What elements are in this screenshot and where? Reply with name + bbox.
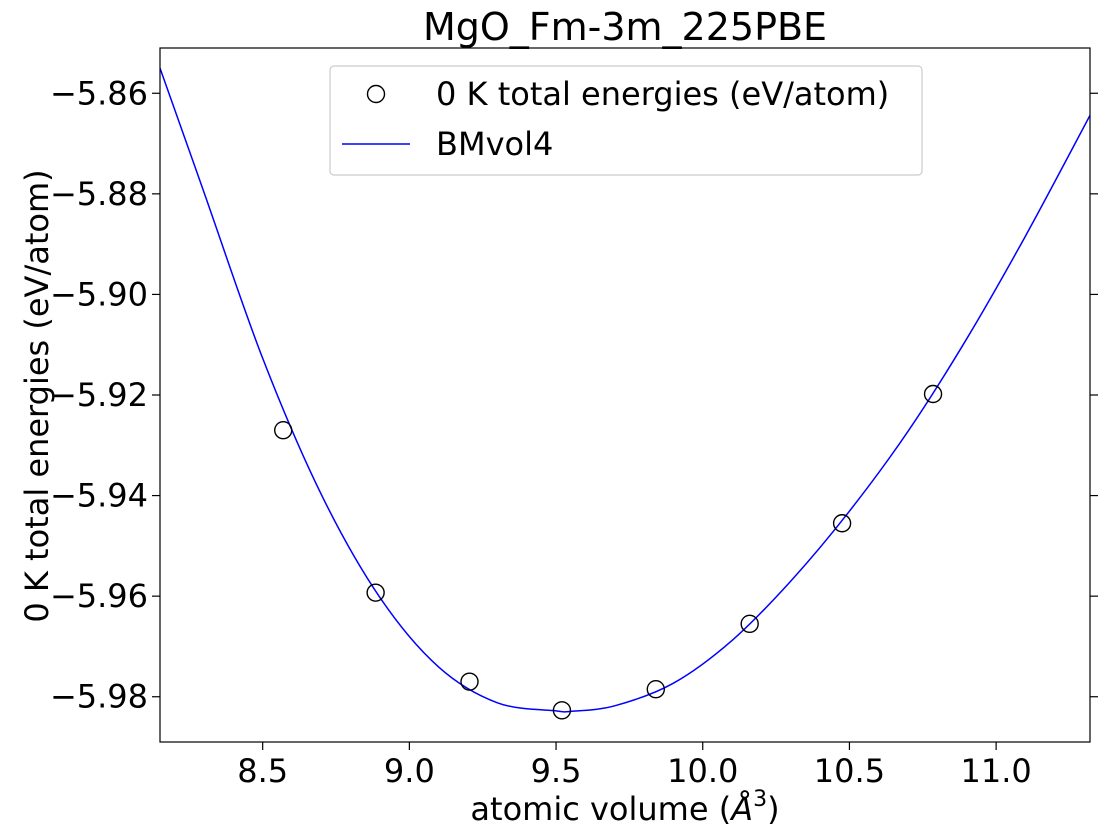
series-line-bmvol4 <box>160 67 1090 713</box>
y-tick-label: −5.86 <box>50 74 148 112</box>
data-point <box>923 384 943 404</box>
chart-title: MgO_Fm-3m_225PBE <box>423 5 827 49</box>
x-axis: 8.5 9.0 9.5 10.0 10.5 11.0 <box>237 742 1032 790</box>
x-tick-label: 9.0 <box>384 752 435 790</box>
x-tick-label: 10.5 <box>814 752 885 790</box>
x-tick-label: 9.5 <box>531 752 582 790</box>
legend-frame <box>329 65 923 176</box>
data-point <box>740 614 759 634</box>
plot-frame <box>159 47 1091 743</box>
data-point <box>832 514 852 533</box>
y-tick-label: −5.96 <box>50 577 148 615</box>
data-point <box>274 421 293 440</box>
y-axis-label: 0 K total energies (eV/atom) <box>18 169 56 622</box>
legend-label-bmvol4: BMvol4 <box>436 125 553 163</box>
y-tick-label: −5.94 <box>50 477 148 515</box>
y-tick-label: −5.98 <box>50 678 148 716</box>
legend-label-energies: 0 K total energies (eV/atom) <box>436 75 889 113</box>
x-tick-label: 8.5 <box>237 752 288 790</box>
x-axis-label: atomic volume (Å3) <box>470 787 779 828</box>
y-tick-label: −5.90 <box>50 275 148 313</box>
series-points <box>274 384 943 720</box>
data-point <box>646 679 666 699</box>
legend-marker-energies <box>366 84 386 104</box>
x-tick-label: 11.0 <box>960 752 1031 790</box>
y-axis: −5.86 −5.88 −5.90 −5.92 −5.94 −5.96 −5.98 <box>50 74 1098 716</box>
y-tick-label: −5.88 <box>50 175 148 213</box>
legend: 0 K total energies (eV/atom) BMvol4 <box>329 65 923 176</box>
data-point <box>460 672 479 691</box>
y-tick-label: −5.92 <box>50 376 148 414</box>
x-tick-label: 10.0 <box>667 752 738 790</box>
data-point <box>366 583 385 602</box>
data-point <box>552 701 572 720</box>
